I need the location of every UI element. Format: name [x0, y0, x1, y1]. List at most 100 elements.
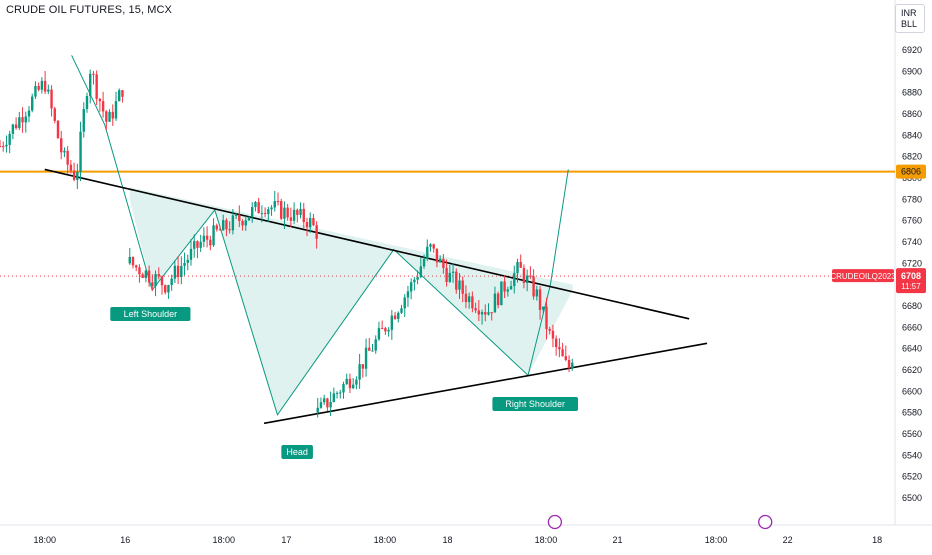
candle-body[interactable]	[342, 384, 345, 393]
candle-body[interactable]	[335, 392, 339, 394]
candle-body[interactable]	[432, 244, 435, 249]
candle-body[interactable]	[121, 90, 124, 97]
candle-body[interactable]	[283, 207, 286, 219]
candle-body[interactable]	[138, 267, 141, 275]
candle-body[interactable]	[154, 274, 157, 287]
candle-body[interactable]	[244, 220, 247, 226]
candle-body[interactable]	[205, 235, 209, 240]
candle-body[interactable]	[564, 356, 568, 361]
candle-body[interactable]	[393, 315, 397, 320]
candle-body[interactable]	[309, 218, 312, 228]
candle-body[interactable]	[522, 267, 526, 283]
candle-body[interactable]	[218, 229, 222, 231]
candle-body[interactable]	[558, 347, 561, 350]
candle-body[interactable]	[545, 306, 548, 330]
candle-body[interactable]	[380, 328, 384, 330]
candle-body[interactable]	[529, 275, 532, 277]
candle-body[interactable]	[305, 222, 309, 228]
candle-body[interactable]	[276, 201, 280, 203]
candle-body[interactable]	[289, 217, 293, 221]
candle-body[interactable]	[89, 73, 92, 97]
candle-body[interactable]	[260, 213, 264, 215]
candle-body[interactable]	[403, 297, 406, 309]
candle-body[interactable]	[455, 271, 458, 290]
candle-body[interactable]	[448, 272, 452, 282]
candle-body[interactable]	[368, 347, 371, 351]
candle-body[interactable]	[477, 310, 481, 315]
candle-body[interactable]	[63, 150, 66, 153]
candle-body[interactable]	[467, 296, 471, 303]
candle-body[interactable]	[474, 308, 477, 311]
support-trendline[interactable]	[263, 342, 708, 425]
candle-body[interactable]	[484, 312, 487, 315]
currency-unit-box[interactable]: INR BLL	[895, 4, 925, 33]
candle-body[interactable]	[164, 285, 167, 293]
candle-body[interactable]	[40, 80, 44, 90]
candle-body[interactable]	[438, 258, 442, 263]
candle-body[interactable]	[69, 164, 73, 171]
candle-body[interactable]	[209, 239, 212, 246]
candle-body[interactable]	[72, 170, 76, 180]
candle-body[interactable]	[60, 138, 63, 153]
candle-body[interactable]	[141, 274, 144, 278]
candle-body[interactable]	[176, 265, 180, 278]
candle-body[interactable]	[513, 273, 516, 287]
candle-body[interactable]	[426, 246, 429, 259]
candle-body[interactable]	[270, 207, 273, 210]
candle-body[interactable]	[464, 293, 468, 303]
candle-body[interactable]	[254, 202, 257, 208]
candle-body[interactable]	[286, 207, 289, 218]
candle-body[interactable]	[461, 280, 464, 294]
candle-body[interactable]	[128, 256, 131, 264]
candle-body[interactable]	[542, 306, 545, 310]
candle-body[interactable]	[487, 312, 490, 315]
candle-body[interactable]	[506, 289, 510, 292]
candle-body[interactable]	[56, 120, 60, 139]
candle-body[interactable]	[27, 110, 31, 117]
candle-body[interactable]	[339, 392, 342, 394]
candle-body[interactable]	[390, 315, 394, 330]
candle-body[interactable]	[548, 329, 551, 331]
candle-body[interactable]	[377, 328, 381, 340]
candle-body[interactable]	[493, 293, 497, 313]
candle-body[interactable]	[193, 241, 196, 249]
candle-body[interactable]	[53, 108, 56, 121]
candle-body[interactable]	[397, 312, 400, 320]
candle-body[interactable]	[238, 214, 241, 221]
candle-body[interactable]	[0, 146, 2, 148]
candle-body[interactable]	[516, 261, 519, 274]
candle-body[interactable]	[212, 225, 215, 246]
candle-body[interactable]	[5, 144, 8, 147]
candle-body[interactable]	[82, 109, 85, 132]
candle-body[interactable]	[315, 225, 318, 239]
candle-body[interactable]	[273, 201, 276, 208]
candle-body[interactable]	[131, 256, 135, 266]
candle-body[interactable]	[458, 280, 461, 290]
candle-body[interactable]	[118, 90, 121, 102]
candle-body[interactable]	[371, 350, 374, 352]
candle-body[interactable]	[263, 213, 267, 215]
candle-body[interactable]	[21, 117, 24, 123]
candle-body[interactable]	[151, 282, 154, 287]
candle-body[interactable]	[101, 101, 105, 112]
candle-body[interactable]	[2, 146, 5, 148]
candle-body[interactable]	[14, 124, 18, 129]
candle-body[interactable]	[451, 271, 455, 273]
candle-body[interactable]	[111, 111, 114, 119]
candle-body[interactable]	[435, 248, 439, 263]
candle-body[interactable]	[503, 281, 506, 292]
candle-body[interactable]	[280, 201, 283, 219]
candle-body[interactable]	[180, 265, 183, 278]
candle-body[interactable]	[222, 220, 225, 231]
candle-body[interactable]	[471, 296, 474, 309]
candle-body[interactable]	[551, 330, 555, 339]
candle-body[interactable]	[186, 259, 189, 263]
candle-body[interactable]	[345, 378, 348, 385]
candle-body[interactable]	[157, 274, 160, 277]
candle-body[interactable]	[234, 214, 238, 216]
candle-body[interactable]	[496, 293, 500, 306]
candle-body[interactable]	[374, 339, 377, 351]
candle-body[interactable]	[364, 347, 368, 369]
